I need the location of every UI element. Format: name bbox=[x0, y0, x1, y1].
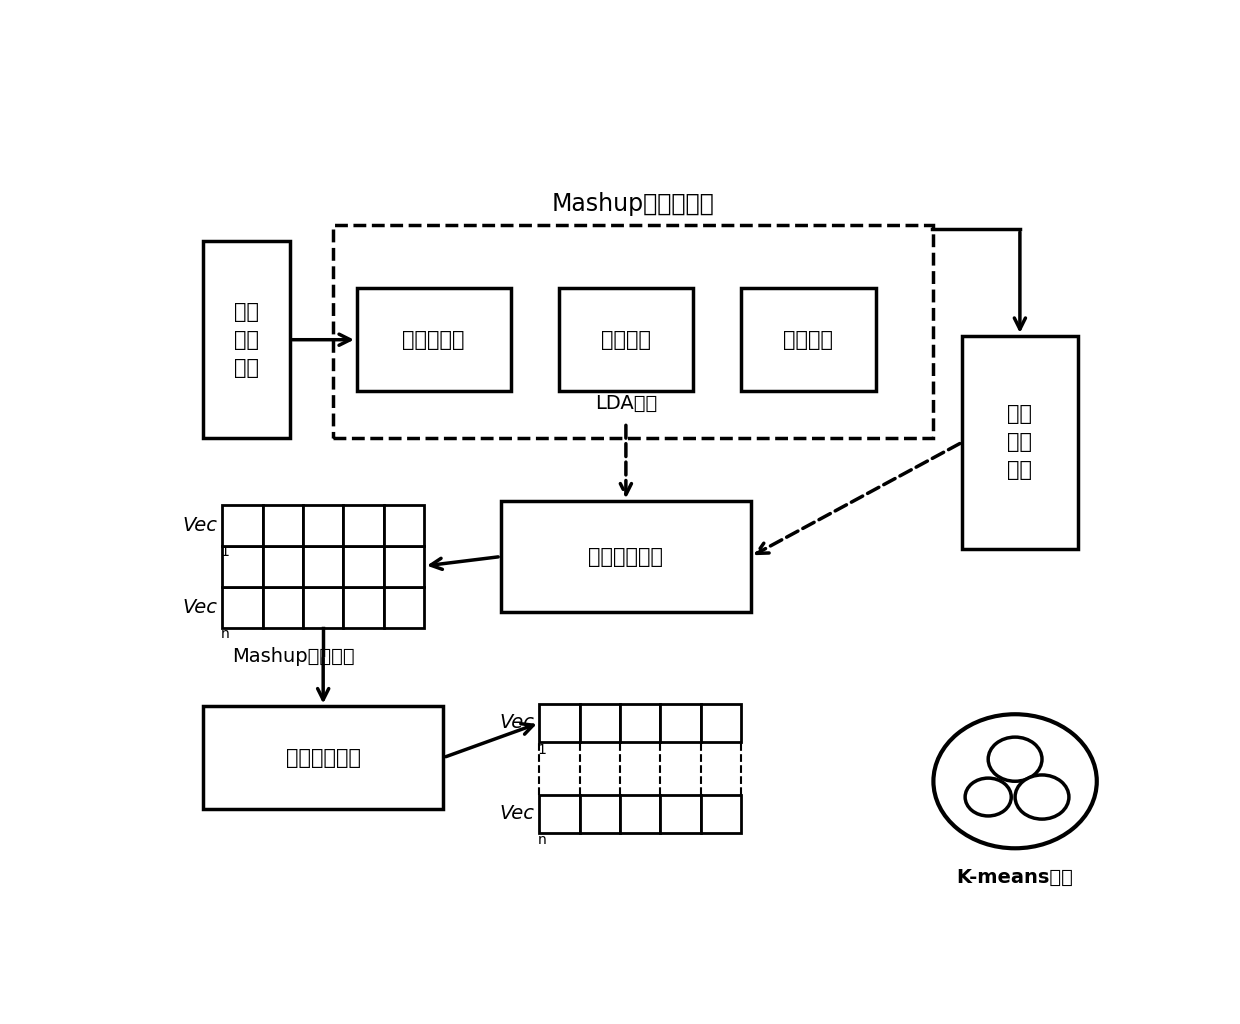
Text: 主题概率分布: 主题概率分布 bbox=[589, 547, 663, 566]
Bar bbox=[303, 546, 343, 587]
Bar bbox=[620, 795, 661, 833]
Text: Vec: Vec bbox=[500, 714, 534, 732]
Bar bbox=[343, 505, 383, 546]
Text: Mashup特征向量: Mashup特征向量 bbox=[232, 647, 355, 667]
Bar bbox=[701, 703, 742, 741]
Bar bbox=[222, 546, 263, 587]
Bar bbox=[343, 587, 383, 628]
Text: 标签扩充: 标签扩充 bbox=[784, 330, 833, 350]
Text: 1: 1 bbox=[221, 545, 229, 559]
Bar bbox=[263, 587, 303, 628]
Text: 服务
信息
爬取: 服务 信息 爬取 bbox=[234, 302, 259, 378]
Text: n: n bbox=[221, 627, 229, 641]
Bar bbox=[580, 703, 620, 741]
Bar bbox=[332, 225, 934, 438]
Bar bbox=[962, 336, 1078, 549]
Text: K-means聚类: K-means聚类 bbox=[956, 868, 1074, 887]
Text: Vec: Vec bbox=[182, 598, 217, 616]
Bar bbox=[263, 546, 303, 587]
Bar bbox=[661, 703, 701, 741]
Bar bbox=[203, 242, 290, 438]
Bar bbox=[661, 795, 701, 833]
Bar bbox=[558, 289, 693, 391]
Circle shape bbox=[1016, 775, 1069, 819]
Bar bbox=[742, 289, 875, 391]
Bar bbox=[357, 289, 511, 391]
Text: 元信息提取: 元信息提取 bbox=[403, 330, 465, 350]
Bar bbox=[263, 505, 303, 546]
Bar bbox=[303, 587, 343, 628]
Bar bbox=[203, 707, 444, 809]
Bar bbox=[303, 505, 343, 546]
Text: Vec: Vec bbox=[182, 515, 217, 535]
Text: 描述整理: 描述整理 bbox=[601, 330, 651, 350]
Bar bbox=[539, 703, 580, 741]
Text: n: n bbox=[537, 834, 547, 847]
Bar bbox=[620, 703, 661, 741]
Circle shape bbox=[965, 778, 1012, 816]
Bar bbox=[501, 502, 750, 611]
Bar bbox=[701, 795, 742, 833]
Bar bbox=[222, 505, 263, 546]
Bar bbox=[222, 587, 263, 628]
Bar bbox=[383, 587, 424, 628]
Text: Mashup服务预处理: Mashup服务预处理 bbox=[552, 191, 714, 216]
Bar bbox=[580, 795, 620, 833]
Bar bbox=[383, 546, 424, 587]
Bar bbox=[383, 505, 424, 546]
Text: LDA模型: LDA模型 bbox=[595, 394, 657, 413]
Circle shape bbox=[988, 737, 1042, 781]
Text: 特征向量筛选: 特征向量筛选 bbox=[285, 748, 361, 768]
Text: 功能
名词
提取: 功能 名词 提取 bbox=[1007, 404, 1033, 480]
Bar bbox=[343, 546, 383, 587]
Circle shape bbox=[934, 715, 1096, 848]
Bar bbox=[539, 795, 580, 833]
Text: 1: 1 bbox=[537, 742, 547, 757]
Text: Vec: Vec bbox=[500, 804, 534, 823]
